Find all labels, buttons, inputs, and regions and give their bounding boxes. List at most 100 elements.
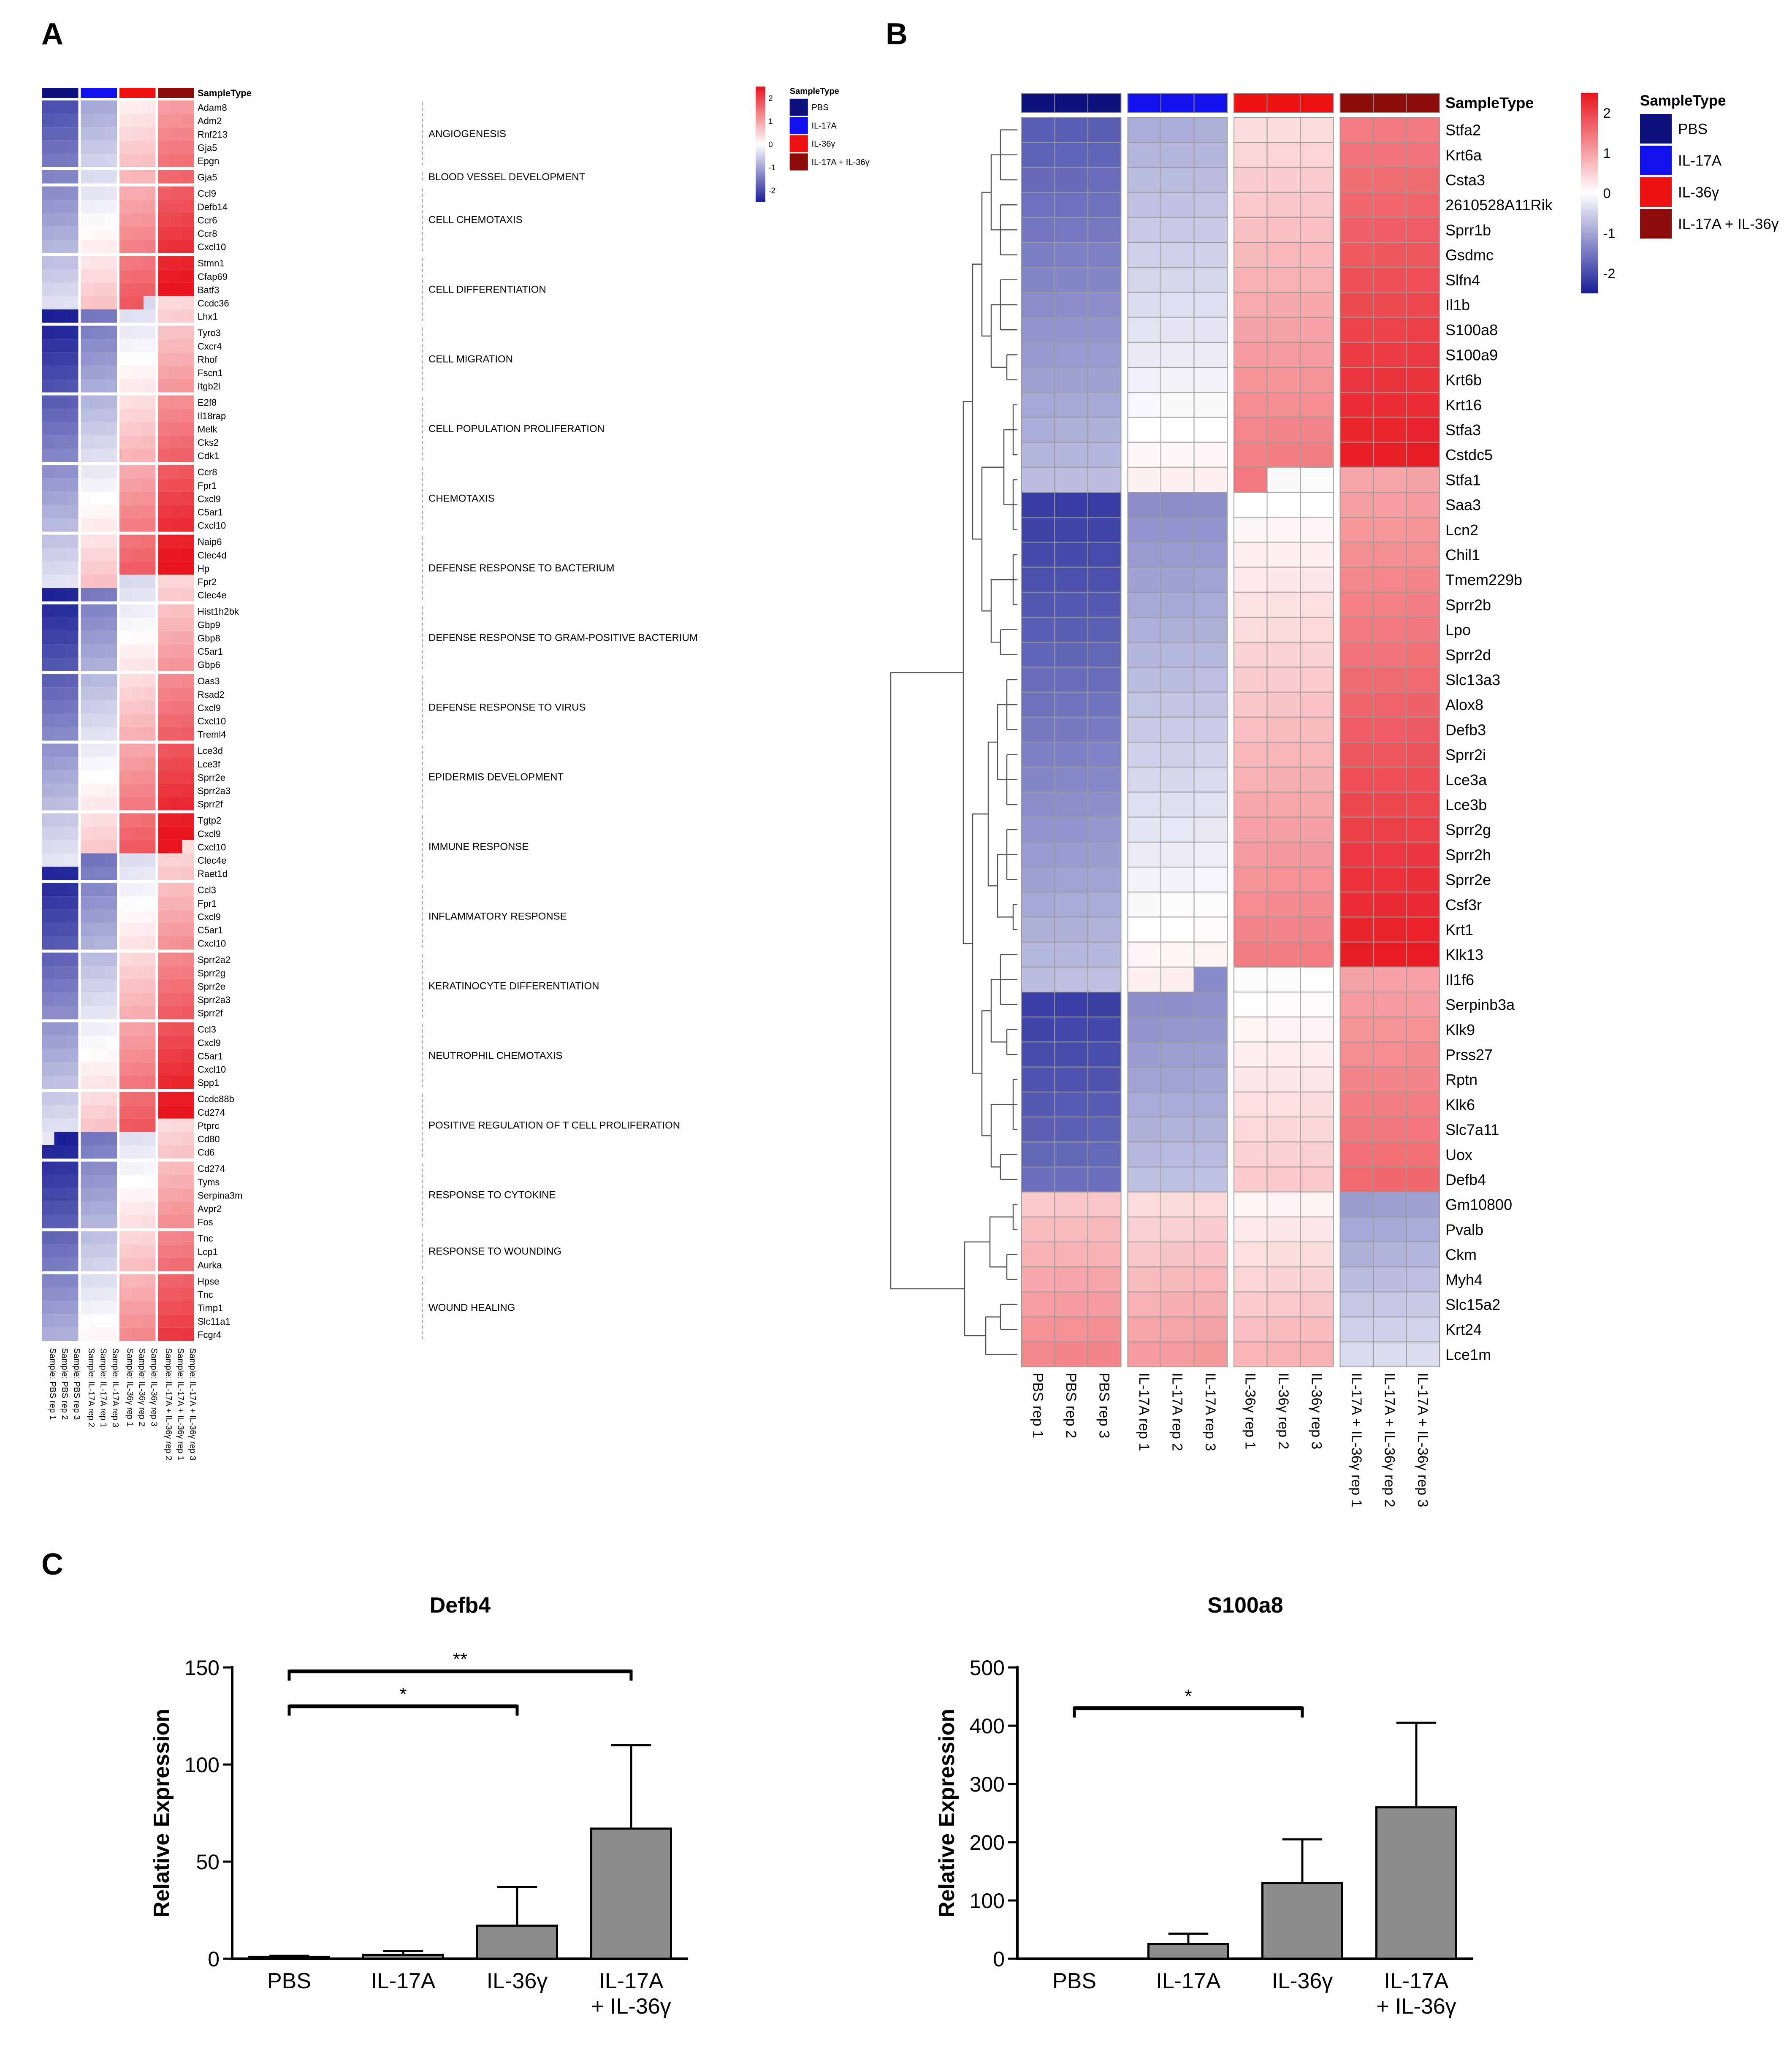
b-gene-label: Sprr2b	[1445, 596, 1491, 613]
b-cell	[1373, 691, 1407, 718]
a-cell	[66, 449, 79, 462]
a-gene-label: C5ar1	[198, 925, 223, 935]
b-scale-tick: 0	[1603, 186, 1611, 201]
b-cell	[1339, 466, 1374, 493]
a-cell	[170, 575, 182, 588]
a-cell	[54, 1258, 66, 1271]
c1-ytick-label: 50	[196, 1850, 220, 1874]
b-cell	[1127, 1041, 1161, 1068]
a-cell	[131, 1301, 144, 1315]
a-cell	[42, 618, 54, 631]
a-gene-label: Ccl3	[198, 885, 216, 895]
a-cell	[119, 1201, 132, 1215]
a-cell	[144, 1231, 156, 1245]
a-annotation-0	[42, 88, 79, 98]
a-cell	[158, 1258, 170, 1271]
b-cell	[1193, 716, 1228, 743]
a-cell	[105, 154, 117, 167]
b-cell	[1373, 1117, 1407, 1143]
a-cell	[182, 240, 194, 253]
b-cell	[1127, 916, 1161, 943]
b-cell	[1160, 941, 1195, 968]
a-cell	[81, 395, 93, 409]
a-cell	[170, 1188, 182, 1202]
a-cell	[158, 1132, 170, 1145]
a-cell	[93, 1288, 105, 1301]
b-cell	[1406, 867, 1440, 893]
b-cell	[1373, 1242, 1407, 1268]
a-cell	[158, 923, 170, 936]
b-cell	[1373, 1091, 1407, 1118]
b-cell	[1193, 1191, 1228, 1217]
a-cell	[119, 256, 132, 270]
a-cell	[105, 783, 117, 797]
b-cell	[1160, 1242, 1195, 1268]
a-cell	[66, 827, 79, 840]
b-cell	[1054, 1191, 1088, 1217]
b-gene-label: Stfa1	[1445, 471, 1481, 488]
a-cell	[54, 1062, 66, 1076]
a-cell	[54, 1175, 66, 1188]
b-legend-swatch	[1640, 209, 1672, 239]
a-cell	[158, 140, 170, 154]
c2-category-label: + IL-36γ	[1376, 1994, 1456, 2019]
a-cell	[170, 658, 182, 671]
b-cell	[1406, 292, 1440, 318]
b-cell	[1054, 392, 1088, 418]
a-cell	[42, 714, 54, 727]
b-cell	[1193, 1017, 1228, 1043]
a-gene-label: Raet1d	[198, 869, 228, 879]
a-cell	[66, 366, 79, 379]
b-gene-label: Uox	[1445, 1146, 1472, 1163]
a-cell	[158, 548, 170, 561]
a-cell	[119, 644, 132, 658]
a-cell	[170, 395, 182, 409]
a-cell	[144, 896, 156, 910]
a-cell	[66, 883, 79, 897]
b-cell	[1087, 267, 1122, 293]
a-cell	[42, 813, 54, 827]
b-cell	[1266, 841, 1301, 868]
b-sample-label: IL-17A rep 1	[1136, 1373, 1152, 1451]
b-cell	[1087, 1191, 1122, 1217]
b-cell	[1266, 1017, 1301, 1043]
b-cell	[1406, 367, 1440, 393]
a-gene-label: Cxcl9	[198, 829, 221, 839]
b-cell	[1373, 392, 1407, 418]
a-cell	[182, 478, 194, 492]
b-cell	[1127, 1117, 1161, 1143]
a-cell	[93, 352, 105, 366]
a-cell	[54, 186, 66, 200]
a-cell	[158, 422, 170, 436]
b-cell	[1054, 167, 1088, 193]
a-cell	[131, 1006, 144, 1019]
a-gene-label: Fscn1	[198, 368, 223, 378]
a-gene-label: Tgtp2	[198, 815, 221, 826]
b-cell	[1234, 792, 1268, 818]
b-cell	[1406, 567, 1440, 593]
a-cell	[170, 1118, 182, 1132]
a-cell	[182, 561, 194, 575]
a-cell	[182, 1062, 194, 1076]
a-cell	[66, 966, 79, 979]
c2-category-label: IL-36γ	[1272, 1969, 1333, 1993]
a-cell	[170, 909, 182, 923]
a-cell	[93, 282, 105, 296]
b-cell	[1021, 567, 1055, 593]
b-cell	[1021, 1066, 1055, 1092]
b-cell	[1406, 916, 1440, 943]
b-cell	[1234, 642, 1268, 668]
a-cell	[131, 1215, 144, 1228]
a-cell	[42, 186, 54, 200]
a-cell	[54, 909, 66, 923]
a-cell	[42, 952, 54, 966]
a-gene-label: Sprr2f	[198, 799, 223, 810]
a-cell	[182, 813, 194, 827]
b-gene-label: Lce3a	[1445, 771, 1487, 789]
a-cell	[170, 1006, 182, 1019]
a-cell	[170, 1036, 182, 1049]
a-term-label: EPIDERMIS DEVELOPMENT	[428, 772, 564, 783]
a-cell	[119, 518, 132, 532]
a-cell	[182, 491, 194, 505]
a-cell	[66, 505, 79, 518]
